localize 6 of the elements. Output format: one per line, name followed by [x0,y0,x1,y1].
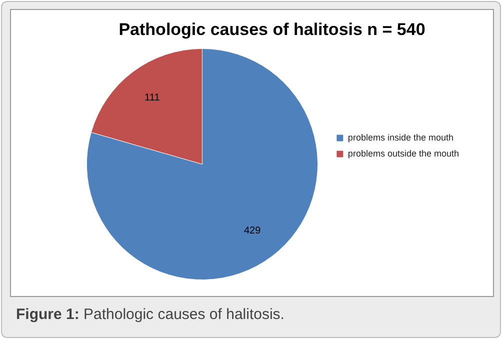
data-label: 111 [144,92,160,104]
legend-label: problems inside the mouth [348,132,454,142]
data-label: 429 [244,225,262,236]
legend-label: problems outside the mouth [348,148,460,158]
caption: Figure 1: Pathologic causes of halitosis. [16,306,284,323]
chart-title: Pathologic causes of halitosis n = 540 [118,20,426,39]
